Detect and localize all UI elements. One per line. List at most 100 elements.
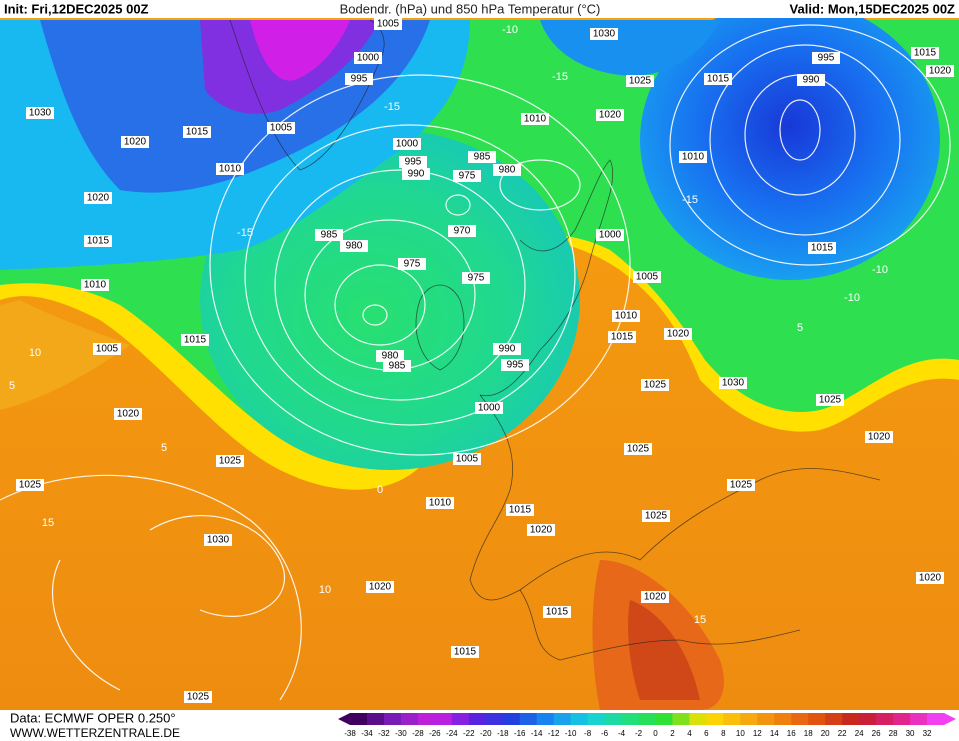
colorbar-label: -14 bbox=[531, 729, 543, 738]
label-box bbox=[816, 394, 844, 406]
colorbar-cell bbox=[434, 713, 453, 725]
pressure-label: 1000 bbox=[478, 403, 501, 414]
temperature-label: 10 bbox=[319, 584, 331, 596]
label-box bbox=[184, 691, 212, 703]
pressure-label: 1015 bbox=[509, 505, 532, 516]
colorbar-cell bbox=[502, 713, 521, 725]
pressure-label: 1015 bbox=[914, 48, 937, 59]
colorbar-cell bbox=[655, 713, 673, 725]
label-box bbox=[81, 279, 109, 291]
colorbar: -38 -34 -32 -30 -28 -26 -24 -22 -20 -18 -16 -14 -12-… bbox=[338, 713, 956, 738]
pressure-label: 1010 bbox=[84, 280, 107, 291]
temperature-label: -15 bbox=[237, 227, 253, 239]
colorbar-cell bbox=[519, 713, 538, 725]
label-box bbox=[181, 334, 209, 346]
label-box bbox=[340, 240, 368, 252]
label-box bbox=[641, 379, 669, 391]
label-box bbox=[664, 328, 692, 340]
pressure-label: 1020 bbox=[919, 573, 942, 584]
colorbar-label: -8 bbox=[584, 729, 592, 738]
pressure-label: 985 bbox=[321, 230, 338, 241]
pressure-label: 1030 bbox=[29, 108, 52, 119]
pressure-label: 1025 bbox=[645, 511, 668, 522]
label-box bbox=[865, 431, 893, 443]
colorbar-label: 12 bbox=[753, 729, 762, 738]
pressure-label: 1005 bbox=[456, 454, 479, 465]
label-box bbox=[704, 73, 732, 85]
colorbar-label: 16 bbox=[787, 729, 796, 738]
label-box bbox=[393, 138, 421, 150]
pressure-label: 1010 bbox=[429, 498, 452, 509]
colorbar-cell bbox=[638, 713, 656, 725]
label-box bbox=[84, 235, 112, 247]
label-box bbox=[345, 73, 373, 85]
pressure-label: 1025 bbox=[644, 380, 667, 391]
label-box bbox=[374, 18, 402, 30]
label-box bbox=[612, 310, 640, 322]
pressure-label: 1020 bbox=[124, 137, 147, 148]
pressure-label: 1015 bbox=[454, 647, 477, 658]
pressure-label: 995 bbox=[507, 360, 524, 371]
colorbar-label: -32 bbox=[378, 729, 390, 738]
pressure-label: 1005 bbox=[636, 272, 659, 283]
colorbar-cell bbox=[740, 713, 758, 725]
temperature-label: -15 bbox=[384, 101, 400, 113]
label-box bbox=[543, 606, 571, 618]
colorbar-label: -6 bbox=[601, 729, 609, 738]
pressure-label: 1005 bbox=[96, 344, 119, 355]
colorbar-label: -18 bbox=[497, 729, 509, 738]
pressure-label: 1015 bbox=[87, 236, 110, 247]
label-box bbox=[267, 122, 295, 134]
label-box bbox=[183, 126, 211, 138]
pressure-label: 1015 bbox=[546, 607, 569, 618]
pressure-label: 1000 bbox=[357, 53, 380, 64]
label-box bbox=[911, 47, 939, 59]
pressure-label: 975 bbox=[459, 171, 476, 182]
pressure-label: 1005 bbox=[377, 19, 400, 30]
colorbar-label: -24 bbox=[446, 729, 458, 738]
label-box bbox=[366, 581, 394, 593]
label-box bbox=[727, 479, 755, 491]
label-box bbox=[527, 524, 555, 536]
pressure-label: 1025 bbox=[187, 692, 210, 703]
data-source: Data: ECMWF OPER 0.250° bbox=[10, 710, 176, 725]
pressure-label: 985 bbox=[389, 361, 406, 372]
colorbar-label: 10 bbox=[736, 729, 745, 738]
pressure-label: 980 bbox=[499, 165, 516, 176]
label-box bbox=[624, 443, 652, 455]
colorbar-label: 26 bbox=[872, 729, 881, 738]
pressure-label: 1025 bbox=[819, 395, 842, 406]
colorbar-cell bbox=[859, 713, 877, 725]
colorbar-label: -30 bbox=[395, 729, 407, 738]
label-box bbox=[84, 192, 112, 204]
temperature-label: 15 bbox=[694, 614, 706, 626]
pressure-label: 975 bbox=[404, 259, 421, 270]
label-box bbox=[679, 151, 707, 163]
colorbar-cell bbox=[400, 713, 419, 725]
label-box bbox=[719, 377, 747, 389]
pressure-label: 1030 bbox=[593, 29, 616, 40]
label-box bbox=[642, 510, 670, 522]
pressure-label: 1020 bbox=[530, 525, 553, 536]
label-box bbox=[426, 497, 454, 509]
pressure-label: 1020 bbox=[87, 193, 110, 204]
label-box bbox=[448, 225, 476, 237]
label-box bbox=[216, 455, 244, 467]
label-box bbox=[26, 107, 54, 119]
label-box bbox=[453, 453, 481, 465]
colorbar-label: 22 bbox=[838, 729, 847, 738]
label-box bbox=[590, 28, 618, 40]
map-title: Bodendr. (hPa) und 850 hPa Temperatur (°… bbox=[340, 1, 601, 16]
label-box bbox=[383, 360, 411, 372]
label-box bbox=[402, 168, 430, 180]
temperature-label: -15 bbox=[552, 71, 568, 83]
label-box bbox=[121, 136, 149, 148]
colorbar-cell bbox=[825, 713, 843, 725]
label-box bbox=[926, 65, 954, 77]
colorbar-cell bbox=[417, 713, 436, 725]
pressure-label: 1015 bbox=[611, 332, 634, 343]
colorbar-label: 4 bbox=[687, 729, 692, 738]
colorbar-cell bbox=[774, 713, 792, 725]
map-field bbox=[0, 0, 959, 710]
pressure-label: 1025 bbox=[19, 480, 42, 491]
